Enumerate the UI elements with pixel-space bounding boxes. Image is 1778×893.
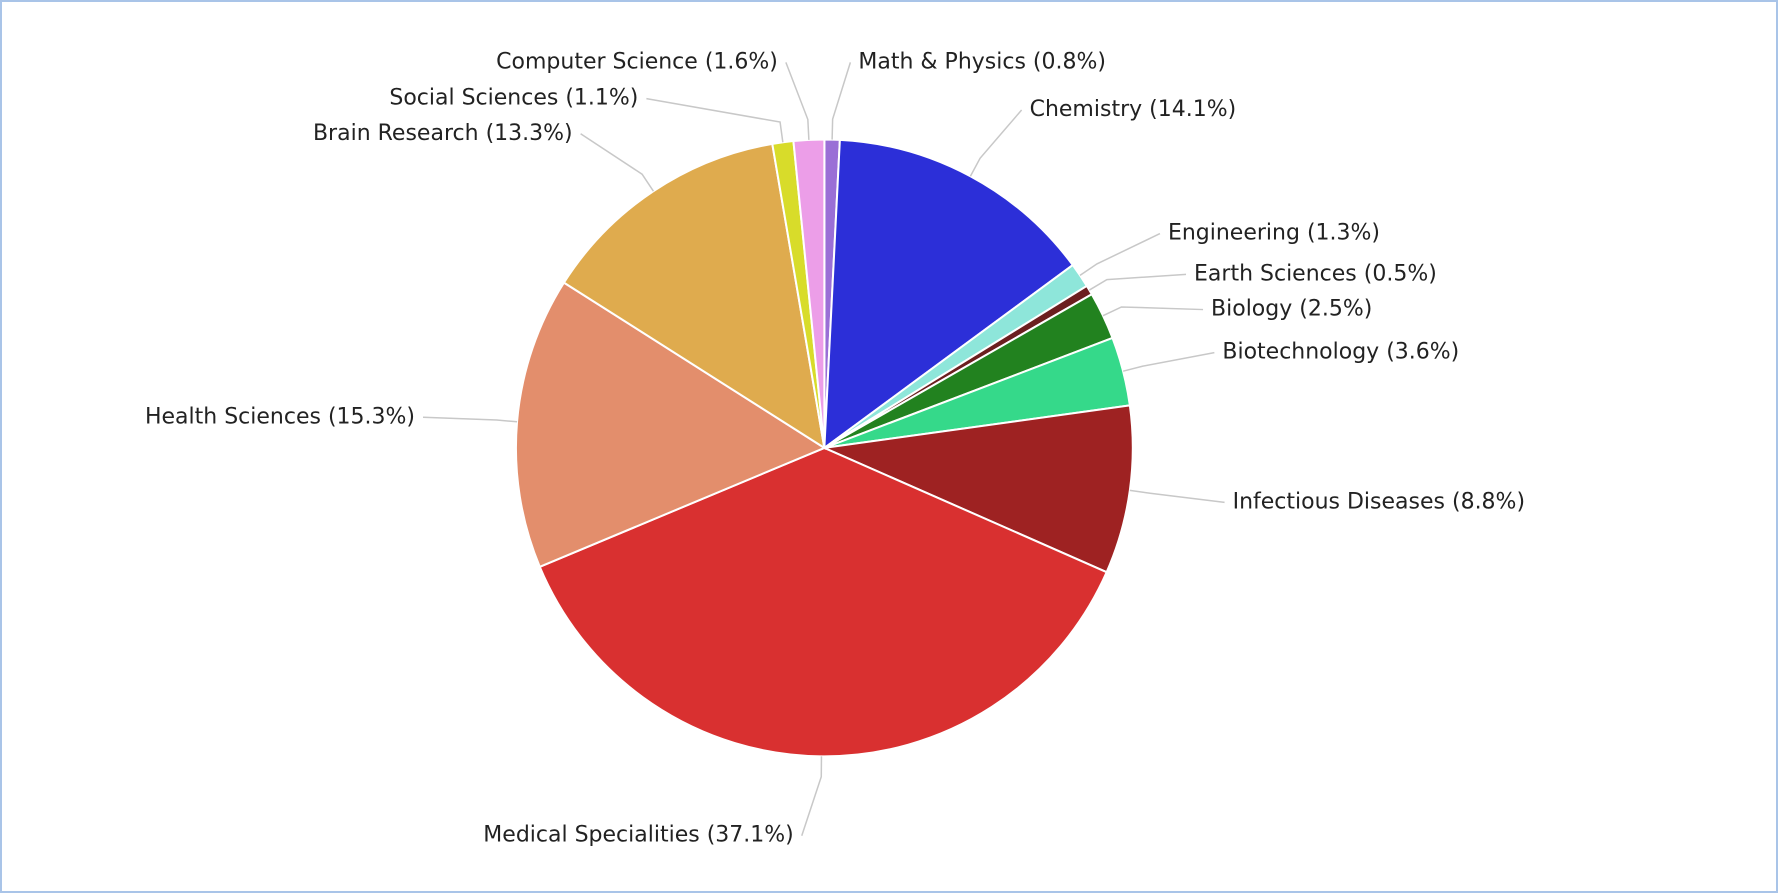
slice-category: Infectious Diseases <box>1233 489 1445 514</box>
slice-label: Infectious Diseases (8.8%) <box>1233 489 1525 514</box>
slice-value-label: (37.1%) <box>707 823 794 848</box>
slice-category: Biology <box>1211 297 1292 322</box>
slice-category: Chemistry <box>1030 97 1143 122</box>
slice-category: Brain Research <box>313 121 479 146</box>
pie-slice <box>538 446 1108 758</box>
leader-line <box>422 416 518 423</box>
leader-line <box>1088 273 1187 291</box>
slice-value-label: (8.8%) <box>1452 489 1525 514</box>
slice-category: Engineering <box>1168 221 1300 246</box>
slice-label: Math & Physics (0.8%) <box>858 49 1106 74</box>
slice-category: Social Sciences <box>389 86 558 111</box>
slice-value-label: (2.5%) <box>1299 297 1372 322</box>
slice-category: Biotechnology <box>1222 340 1379 365</box>
slice-value-label: (0.5%) <box>1364 261 1437 286</box>
leader-line <box>1079 232 1161 276</box>
slice-category: Health Sciences <box>145 404 321 429</box>
slice-value-label: (0.8%) <box>1033 49 1106 74</box>
leader-line <box>580 133 655 192</box>
slice-label: Medical Specialities (37.1%) <box>483 823 793 848</box>
slice-value-label: (13.3%) <box>486 121 573 146</box>
leader-line <box>801 756 823 836</box>
slice-value-label: (15.3%) <box>328 404 415 429</box>
slice-category: Earth Sciences <box>1194 261 1357 286</box>
slice-label: Biotechnology (3.6%) <box>1222 340 1459 365</box>
slice-label: Computer Science (1.6%) <box>496 49 778 74</box>
leader-line <box>1129 489 1225 504</box>
slice-value-label: (3.6%) <box>1386 340 1459 365</box>
leader-line <box>831 62 852 140</box>
slice-value-label: (1.1%) <box>565 86 638 111</box>
slice-label: Social Sciences (1.1%) <box>389 86 638 111</box>
pie-slice <box>823 138 1075 450</box>
slice-category: Computer Science <box>496 49 698 74</box>
slice-label: Engineering (1.3%) <box>1168 221 1380 246</box>
pie-slice <box>514 281 827 569</box>
slice-label: Biology (2.5%) <box>1211 297 1372 322</box>
slice-category: Medical Specialities <box>483 823 699 848</box>
leader-line <box>1122 351 1215 372</box>
slice-label: Earth Sciences (0.5%) <box>1194 261 1437 286</box>
slice-label: Health Sciences (15.3%) <box>145 404 415 429</box>
pie-slice <box>820 404 1134 574</box>
leader-line <box>1102 306 1204 317</box>
leader-line <box>969 109 1023 177</box>
leader-line <box>785 62 810 140</box>
slice-label: Chemistry (14.1%) <box>1030 97 1237 122</box>
leader-line <box>646 97 784 143</box>
slice-value-label: (14.1%) <box>1149 97 1236 122</box>
slice-value-label: (1.3%) <box>1307 221 1380 246</box>
slice-value-label: (1.6%) <box>705 49 778 74</box>
slice-category: Math & Physics <box>858 49 1026 74</box>
slice-label: Brain Research (13.3%) <box>313 121 573 146</box>
